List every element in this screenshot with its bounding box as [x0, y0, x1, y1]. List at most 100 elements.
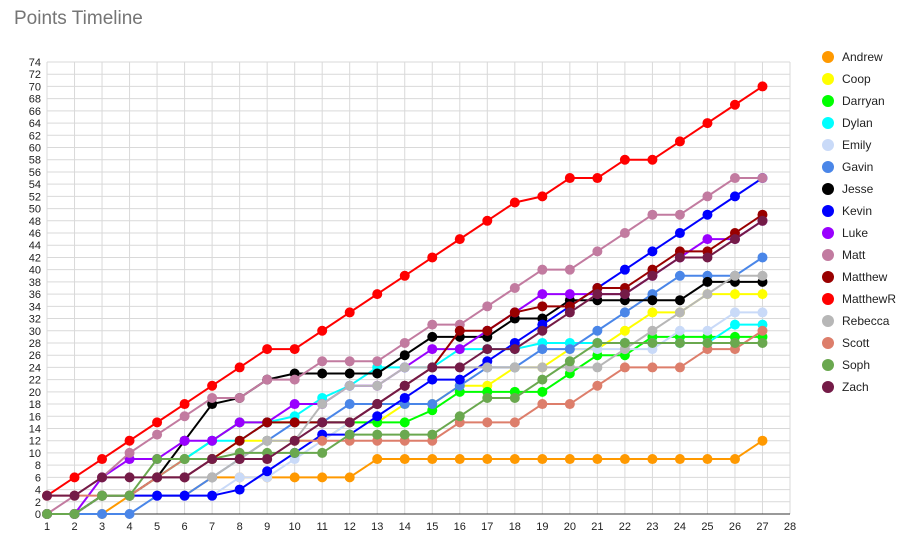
- legend-item-gavin[interactable]: Gavin: [822, 160, 873, 174]
- y-tick-label: 40: [29, 265, 41, 277]
- data-point-gavin: [97, 509, 108, 519]
- legend-swatch: [822, 381, 834, 393]
- x-tick-label: 11: [316, 521, 327, 533]
- y-tick-label: 60: [29, 143, 41, 155]
- data-point-luke: [564, 289, 575, 300]
- legend-item-dylan[interactable]: Dylan: [822, 116, 873, 130]
- data-point-emily: [674, 325, 685, 336]
- data-point-darryan: [399, 417, 410, 428]
- legend-label: Emily: [842, 138, 871, 152]
- legend[interactable]: Andrew Coop Darryan Dylan Emily Gavin Jesse Kev…: [822, 50, 896, 394]
- data-point-rebecca: [344, 380, 355, 391]
- data-point-gavin: [592, 325, 603, 336]
- data-point-rebecca: [537, 362, 548, 373]
- y-tick-label: 10: [29, 448, 41, 460]
- x-tick-label: 17: [481, 521, 493, 533]
- data-point-matthewr: [262, 344, 273, 355]
- data-point-soph: [454, 411, 465, 422]
- data-point-jesse: [674, 295, 685, 306]
- legend-label: Andrew: [842, 50, 883, 64]
- y-tick-label: 6: [35, 472, 41, 484]
- legend-item-rebecca[interactable]: Rebecca: [822, 314, 890, 328]
- data-point-matt: [729, 173, 740, 184]
- legend-swatch: [822, 117, 834, 129]
- data-point-matthewr: [97, 454, 108, 465]
- y-tick-label: 4: [35, 485, 41, 497]
- data-point-zach: [454, 362, 465, 373]
- data-point-soph: [289, 447, 300, 458]
- data-point-scott: [482, 417, 493, 428]
- data-point-soph: [372, 429, 383, 440]
- data-point-matthewr: [289, 344, 300, 355]
- data-point-matthewr: [592, 173, 603, 184]
- data-point-zach: [399, 380, 410, 391]
- data-point-luke: [537, 289, 548, 300]
- data-point-rebecca: [757, 270, 768, 281]
- data-point-matt: [289, 374, 300, 385]
- legend-item-andrew[interactable]: Andrew: [822, 50, 883, 64]
- data-point-kevin: [427, 374, 438, 385]
- x-tick-label: 10: [289, 521, 301, 533]
- data-point-matt: [427, 319, 438, 330]
- legend-item-darryan[interactable]: Darryan: [822, 94, 885, 108]
- y-tick-label: 24: [29, 362, 41, 374]
- data-point-kevin: [647, 246, 658, 257]
- data-point-scott: [564, 399, 575, 410]
- legend-item-kevin[interactable]: Kevin: [822, 204, 872, 218]
- x-tick-label: 5: [154, 521, 160, 533]
- data-point-andrew: [592, 454, 603, 465]
- x-tick-label: 19: [536, 521, 548, 533]
- data-point-matt: [619, 228, 630, 239]
- data-point-coop: [729, 289, 740, 300]
- y-tick-label: 44: [29, 240, 41, 252]
- data-point-matthewr: [564, 173, 575, 184]
- x-tick-label: 8: [237, 521, 243, 533]
- series-matthewr: [42, 81, 768, 501]
- y-tick-label: 14: [29, 423, 41, 435]
- legend-item-luke[interactable]: Luke: [822, 226, 868, 240]
- data-point-rebecca: [647, 325, 658, 336]
- legend-item-soph[interactable]: Soph: [822, 358, 870, 372]
- data-point-scott: [509, 417, 520, 428]
- data-point-rebecca: [372, 380, 383, 391]
- data-point-andrew: [619, 454, 630, 465]
- data-point-matt: [509, 283, 520, 293]
- data-point-emily: [757, 307, 768, 318]
- data-point-matt: [234, 392, 245, 403]
- legend-item-emily[interactable]: Emily: [822, 138, 871, 152]
- legend-item-jesse[interactable]: Jesse: [822, 182, 874, 196]
- legend-item-matthew[interactable]: Matthew: [822, 270, 888, 284]
- data-point-matthewr: [757, 81, 768, 92]
- legend-swatch: [822, 95, 834, 107]
- legend-label: Luke: [842, 226, 868, 240]
- legend-item-matthewr[interactable]: MatthewR: [822, 292, 896, 306]
- data-point-matt: [592, 246, 603, 257]
- data-point-kevin: [179, 490, 190, 501]
- data-point-matthewr: [399, 270, 410, 281]
- y-tick-label: 34: [29, 301, 41, 313]
- data-point-jesse: [344, 368, 355, 379]
- legend-item-matt[interactable]: Matt: [822, 248, 866, 262]
- legend-item-zach[interactable]: Zach: [822, 380, 869, 394]
- y-tick-label: 38: [29, 277, 41, 289]
- x-tick-label: 18: [509, 521, 521, 533]
- data-point-coop: [619, 325, 630, 336]
- y-tick-label: 52: [29, 191, 41, 203]
- legend-item-scott[interactable]: Scott: [822, 336, 870, 350]
- chart-title: Points Timeline: [14, 8, 143, 29]
- data-point-zach: [537, 325, 548, 336]
- legend-swatch: [822, 293, 834, 305]
- x-tick-label: 21: [591, 521, 603, 533]
- data-point-soph: [757, 337, 768, 348]
- data-point-luke: [207, 435, 218, 446]
- data-point-matt: [179, 411, 190, 422]
- legend-item-coop[interactable]: Coop: [822, 72, 871, 86]
- data-point-andrew: [537, 454, 548, 465]
- y-tick-label: 32: [29, 314, 41, 326]
- data-point-soph: [482, 392, 493, 403]
- data-point-soph: [427, 429, 438, 440]
- data-point-soph: [69, 509, 80, 519]
- data-point-andrew: [289, 472, 300, 483]
- data-point-matthew: [509, 307, 520, 318]
- data-point-kevin: [372, 411, 383, 422]
